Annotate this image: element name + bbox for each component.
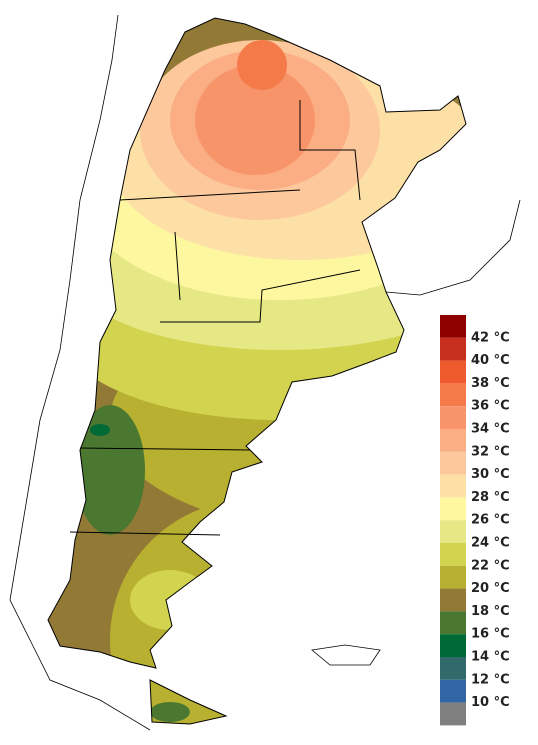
borders <box>9 14 521 731</box>
legend-label: 14 °C <box>471 650 510 665</box>
legend-label: 20 °C <box>471 581 510 596</box>
legend-swatch <box>440 611 466 635</box>
legend-swatch <box>440 565 466 589</box>
legend-label: 40 °C <box>471 353 510 368</box>
legend-swatch <box>440 543 466 566</box>
legend-swatch <box>440 588 466 612</box>
legend-swatch <box>440 657 466 680</box>
legend-label: 12 °C <box>471 672 510 687</box>
legend-swatch <box>440 634 466 657</box>
legend-swatch <box>440 520 466 543</box>
legend-label: 38 °C <box>471 376 510 391</box>
legend: 42 °C 40 °C 38 °C 36 °C 34 °C 32 °C 30 °C 28 °C… <box>440 315 510 726</box>
legend-label: 28 °C <box>471 490 510 505</box>
legend-swatch <box>440 315 466 338</box>
legend-label: 16 °C <box>471 627 510 642</box>
legend-label: 32 °C <box>471 444 510 459</box>
legend-label: 30 °C <box>471 467 510 482</box>
legend-label: 22 °C <box>471 558 510 573</box>
legend-label: 34 °C <box>471 422 510 437</box>
legend-swatch <box>440 360 466 384</box>
legend-label: 42 °C <box>471 330 510 345</box>
legend-label: 10 °C <box>471 695 510 710</box>
legend-label: 18 °C <box>471 604 510 619</box>
legend-swatch <box>440 679 466 703</box>
legend-label: 26 °C <box>471 513 510 528</box>
legend-swatch <box>440 451 466 475</box>
legend-label: 24 °C <box>471 536 510 551</box>
legend-swatch <box>440 337 466 361</box>
legend-swatch <box>440 406 466 429</box>
legend-swatch <box>440 429 466 452</box>
legend-swatch <box>440 702 466 726</box>
legend-swatch <box>440 497 466 521</box>
legend-swatch <box>440 474 466 498</box>
legend-swatch <box>440 383 466 407</box>
legend-label: 36 °C <box>471 399 510 414</box>
